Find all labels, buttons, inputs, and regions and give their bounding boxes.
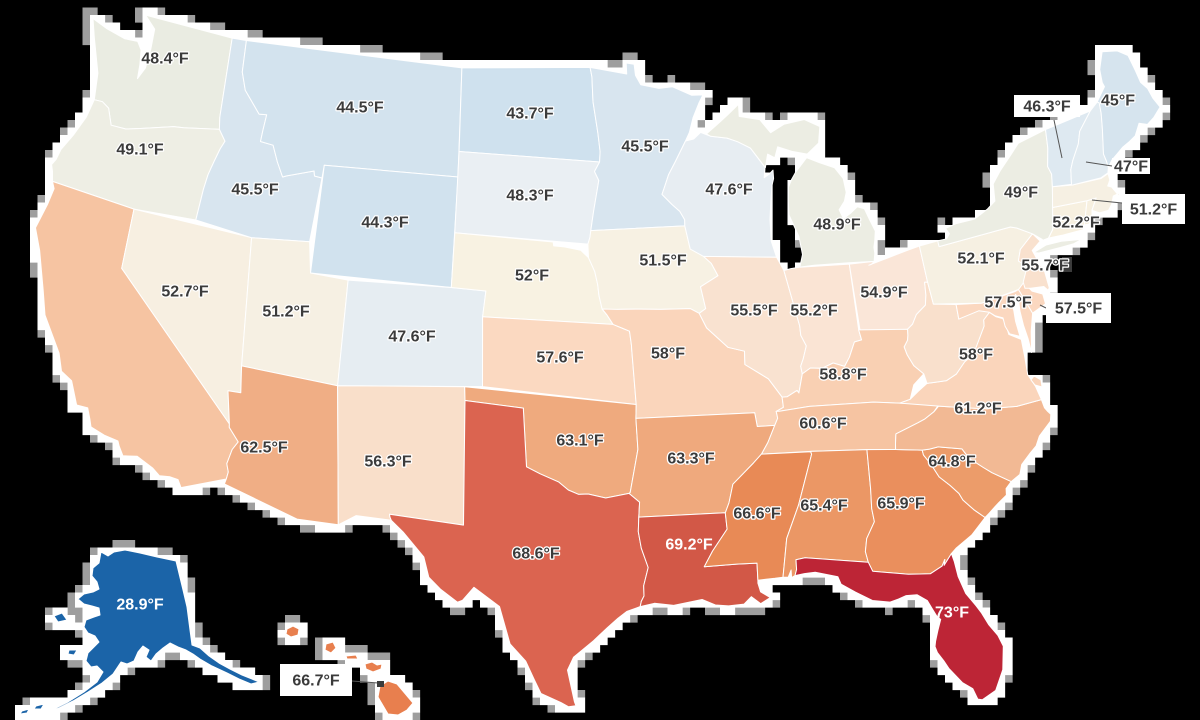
svg-text:54.9°F: 54.9°F — [860, 285, 908, 302]
svg-text:49°F: 49°F — [1004, 185, 1038, 202]
svg-text:55.5°F: 55.5°F — [730, 303, 778, 320]
svg-text:57.5°F: 57.5°F — [1055, 301, 1103, 318]
svg-text:57.5°F: 57.5°F — [984, 295, 1032, 312]
svg-text:66.7°F: 66.7°F — [292, 673, 340, 690]
svg-text:65.9°F: 65.9°F — [877, 496, 925, 513]
svg-text:64.8°F: 64.8°F — [928, 454, 976, 471]
svg-text:48.4°F: 48.4°F — [141, 51, 189, 68]
svg-text:68.6°F: 68.6°F — [512, 546, 560, 563]
svg-text:47°F: 47°F — [1114, 159, 1148, 176]
svg-text:49.1°F: 49.1°F — [116, 142, 164, 159]
svg-text:45.5°F: 45.5°F — [621, 139, 669, 156]
svg-text:52°F: 52°F — [515, 268, 549, 285]
svg-text:56.3°F: 56.3°F — [364, 454, 412, 471]
svg-text:28.9°F: 28.9°F — [116, 597, 164, 614]
svg-text:52.7°F: 52.7°F — [161, 284, 209, 301]
svg-text:57.6°F: 57.6°F — [536, 350, 584, 367]
svg-text:55.2°F: 55.2°F — [790, 303, 838, 320]
svg-text:60.6°F: 60.6°F — [799, 416, 847, 433]
svg-text:65.4°F: 65.4°F — [800, 498, 848, 515]
svg-text:51.5°F: 51.5°F — [639, 253, 687, 270]
svg-text:44.3°F: 44.3°F — [361, 215, 409, 232]
svg-text:55.7°F: 55.7°F — [1021, 258, 1069, 275]
svg-text:43.7°F: 43.7°F — [506, 106, 554, 123]
svg-text:52.1°F: 52.1°F — [957, 251, 1005, 268]
svg-text:48.9°F: 48.9°F — [813, 217, 861, 234]
svg-text:45.5°F: 45.5°F — [231, 182, 279, 199]
svg-text:44.5°F: 44.5°F — [336, 100, 384, 117]
svg-text:51.2°F: 51.2°F — [262, 304, 310, 321]
svg-text:73°F: 73°F — [935, 605, 969, 622]
svg-text:63.1°F: 63.1°F — [556, 433, 604, 450]
svg-text:46.3°F: 46.3°F — [1023, 99, 1071, 116]
svg-text:47.6°F: 47.6°F — [388, 329, 436, 346]
svg-text:45°F: 45°F — [1101, 93, 1135, 110]
svg-text:61.2°F: 61.2°F — [954, 401, 1002, 418]
svg-text:48.3°F: 48.3°F — [506, 188, 554, 205]
svg-text:58°F: 58°F — [959, 347, 993, 364]
svg-text:62.5°F: 62.5°F — [240, 440, 288, 457]
svg-text:52.2°F: 52.2°F — [1052, 215, 1100, 232]
svg-text:63.3°F: 63.3°F — [667, 451, 715, 468]
svg-text:58°F: 58°F — [651, 346, 685, 363]
svg-text:47.6°F: 47.6°F — [705, 182, 753, 199]
svg-text:69.2°F: 69.2°F — [665, 537, 713, 554]
svg-text:58.8°F: 58.8°F — [819, 367, 867, 384]
svg-text:51.2°F: 51.2°F — [1130, 202, 1178, 219]
svg-text:66.6°F: 66.6°F — [733, 506, 781, 523]
